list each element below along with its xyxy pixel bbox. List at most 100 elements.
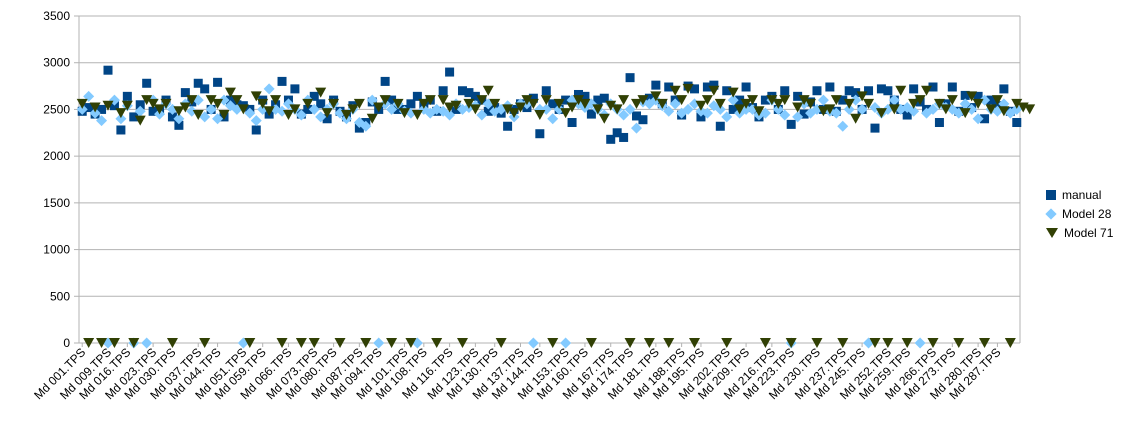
data-point [586, 109, 596, 119]
data-point [418, 98, 430, 109]
data-point [508, 108, 520, 119]
y-tick-label: 3500 [43, 9, 70, 23]
data-point [166, 338, 178, 348]
data-point [741, 82, 751, 92]
data-point [380, 76, 390, 86]
data-point [735, 95, 745, 105]
data-point [309, 91, 319, 101]
data-point [141, 337, 153, 349]
data-point [753, 106, 765, 117]
data-point [444, 102, 456, 113]
y-tick-label: 1000 [43, 243, 70, 257]
data-point [450, 100, 462, 111]
data-point [721, 111, 733, 123]
data-point [1004, 338, 1016, 348]
data-point [528, 93, 538, 103]
data-point [991, 95, 1003, 106]
data-point [360, 338, 372, 348]
data-point [766, 95, 778, 106]
data-point [759, 107, 771, 119]
data-point [76, 103, 88, 115]
data-point [322, 114, 332, 124]
data-point [953, 338, 965, 348]
data-point [714, 98, 726, 109]
data-point [792, 102, 804, 113]
data-point [502, 104, 514, 115]
data-point [959, 98, 971, 110]
data-point [212, 98, 224, 109]
data-point [276, 105, 288, 117]
data-point [676, 95, 688, 106]
data-point [883, 86, 893, 96]
data-point [740, 98, 752, 109]
data-point [316, 99, 326, 109]
data-point [96, 115, 108, 127]
data-point [225, 95, 235, 105]
data-point [573, 95, 585, 106]
data-point [940, 104, 952, 115]
y-tick-label: 3000 [43, 56, 70, 70]
data-point [218, 110, 230, 121]
data-point [980, 114, 990, 124]
data-point [495, 338, 507, 348]
data-point [851, 88, 861, 98]
data-point [76, 98, 88, 109]
data-point [560, 108, 572, 119]
data-point [780, 86, 790, 96]
data-point [632, 111, 642, 121]
data-point [876, 84, 886, 94]
data-point [424, 95, 436, 106]
data-point [830, 95, 842, 106]
data-point [663, 338, 675, 348]
data-point [785, 338, 797, 348]
data-point [727, 94, 739, 106]
data-point [295, 338, 307, 348]
data-point [927, 103, 939, 115]
data-point [709, 80, 719, 90]
data-point [469, 104, 481, 115]
data-point [882, 338, 894, 348]
data-point [192, 110, 204, 121]
data-point [134, 115, 146, 126]
data-point [592, 104, 604, 115]
data-point [303, 104, 313, 114]
data-point [928, 82, 938, 92]
data-point [902, 110, 912, 120]
legend-marker-square [1046, 189, 1056, 200]
data-point [205, 95, 217, 106]
data-point [825, 82, 835, 92]
data-point [560, 337, 572, 349]
data-point [650, 91, 662, 102]
data-point [83, 338, 95, 348]
data-point [728, 104, 738, 114]
data-point [134, 105, 146, 117]
y-tick-label: 2000 [43, 149, 70, 163]
data-point [366, 113, 378, 124]
data-point [154, 104, 166, 115]
data-point [805, 98, 817, 109]
data-point [244, 107, 256, 119]
data-point [251, 125, 261, 135]
data-point [618, 95, 630, 106]
data-point [837, 338, 849, 348]
data-point [979, 338, 991, 348]
data-point [959, 108, 971, 119]
plot-area [76, 65, 1036, 349]
data-point [1024, 104, 1036, 115]
data-point [664, 82, 674, 92]
data-point [574, 89, 584, 99]
data-point [218, 94, 230, 106]
data-point [656, 98, 668, 109]
data-point [722, 86, 732, 96]
data-point [772, 98, 784, 109]
data-point [353, 117, 365, 129]
data-point [179, 102, 191, 113]
data-point [843, 98, 855, 109]
data-point [527, 337, 539, 349]
data-point [1011, 98, 1023, 109]
data-point [205, 103, 217, 115]
data-point [108, 338, 120, 348]
data-point [250, 91, 262, 102]
data-point [553, 98, 565, 109]
data-point [386, 103, 398, 115]
